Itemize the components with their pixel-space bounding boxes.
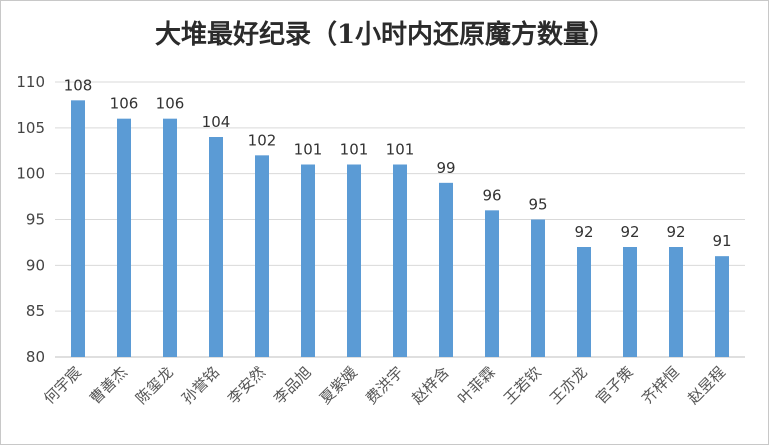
data-label-2: 106 (110, 95, 139, 113)
data-label-15: 91 (712, 232, 731, 250)
data-label-13: 92 (620, 223, 639, 241)
bar-15 (715, 256, 729, 357)
y-tick-label: 80 (26, 348, 45, 366)
category-label-14: 齐梓恒 (638, 363, 683, 408)
category-label-9: 赵梓含 (408, 363, 453, 408)
category-label-3: 陈玺龙 (132, 363, 177, 408)
data-label-1: 108 (64, 76, 93, 94)
bar-3 (163, 118, 177, 358)
x-axis-categories: 何宇宸 曹善杰 陈玺龙 孙誉铭 李安然 李品旭 夏紫媛 费洪宇 赵梓含 叶菲霖 王若钦 王亦龙 官子策齐… (40, 363, 729, 408)
bar-9 (439, 182, 453, 357)
y-tick-label: 100 (16, 165, 45, 183)
bar-2 (117, 118, 131, 358)
y-tick-label: 110 (16, 73, 45, 91)
category-label-7: 夏紫媛 (316, 363, 361, 408)
y-axis-ticks: 80 85 90 95 100 105 110 (16, 73, 45, 366)
category-label-15: 赵昱程 (684, 363, 729, 408)
y-tick-label: 85 (26, 302, 45, 320)
bar-8 (393, 164, 407, 357)
data-labels: 108 106 106 104 102 101 101 101 99 96 95 92 92 92 91 (64, 76, 732, 250)
category-label-1: 何宇宸 (40, 363, 85, 408)
data-label-8: 101 (386, 141, 415, 159)
chart-title: 大堆最好纪录（1小时内还原魔方数量） (155, 19, 615, 50)
y-tick-label: 95 (26, 211, 45, 229)
bars (71, 100, 729, 358)
bar-6 (301, 164, 315, 357)
category-label-8: 费洪宇 (362, 363, 407, 408)
category-label-12: 王亦龙 (546, 363, 591, 408)
bar-4 (209, 137, 223, 357)
data-label-3: 106 (156, 95, 185, 113)
bar-11 (531, 219, 545, 357)
bar-1 (71, 100, 85, 357)
data-label-14: 92 (666, 223, 685, 241)
data-label-7: 101 (340, 141, 369, 159)
bar-10 (485, 210, 499, 357)
category-label-2: 曹善杰 (86, 363, 131, 408)
category-label-11: 王若钦 (500, 363, 545, 408)
data-label-6: 101 (294, 141, 323, 159)
bar-13 (623, 247, 637, 357)
data-label-12: 92 (574, 223, 593, 241)
y-tick-label: 105 (16, 119, 45, 137)
bar-5 (255, 155, 269, 357)
data-label-9: 99 (436, 159, 455, 177)
bar-14 (669, 247, 683, 357)
data-label-4: 104 (202, 113, 231, 131)
category-label-4: 孙誉铭 (178, 363, 223, 408)
bar-7 (347, 164, 361, 357)
category-label-6: 李品旭 (270, 363, 315, 408)
y-tick-label: 90 (26, 256, 45, 274)
category-label-13: 官子策 (592, 363, 637, 408)
data-label-5: 102 (248, 131, 277, 149)
category-label-10: 叶菲霖 (454, 363, 499, 408)
data-label-10: 96 (482, 186, 501, 204)
category-label-5: 李安然 (224, 363, 269, 408)
data-label-11: 95 (528, 196, 547, 214)
bar-12 (577, 247, 591, 357)
